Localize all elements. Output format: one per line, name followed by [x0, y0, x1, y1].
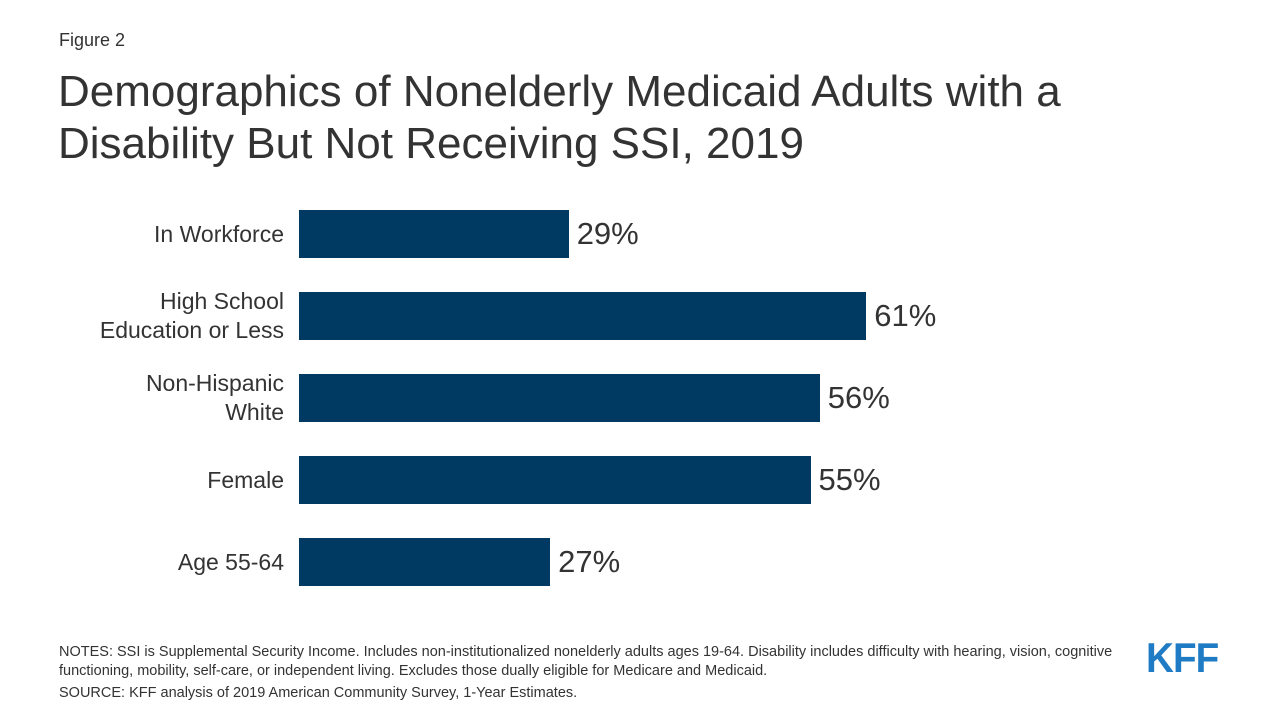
category-label-line: In Workforce [154, 220, 284, 247]
category-label: In Workforce [24, 220, 284, 249]
category-label: Non-Hispanic White [24, 369, 284, 427]
value-label: 29% [576, 216, 639, 251]
category-label-line: Non-Hispanic [145, 370, 284, 396]
figure-label: Figure 2 [59, 30, 126, 50]
chart-source: SOURCE: KFF analysis of 2019 American Co… [59, 685, 578, 701]
category-label: High School Education or Less [24, 287, 284, 345]
value-label: 55% [818, 462, 881, 497]
category-label: Age 55-64 [24, 548, 284, 577]
category-label-line: White [225, 399, 284, 425]
bar [299, 374, 820, 422]
category-label: Female [24, 466, 284, 495]
bar [299, 538, 551, 586]
chart-notes: NOTES: SSI is Supplemental Security Inco… [59, 644, 1113, 679]
category-label-line: Female [207, 466, 284, 493]
category-label-line: High School [159, 288, 284, 314]
value-label: 56% [827, 380, 890, 415]
bar [299, 292, 867, 340]
bar [299, 456, 811, 504]
kff-logo: KFF [1146, 634, 1219, 681]
value-label: 61% [874, 298, 937, 333]
category-label-line: Education or Less [99, 317, 284, 343]
chart-title: Demographics of Nonelderly Medicaid Adul… [58, 67, 1061, 168]
value-label: 27% [558, 544, 621, 579]
category-label-line: Age 55-64 [177, 548, 284, 575]
bar [299, 210, 569, 258]
